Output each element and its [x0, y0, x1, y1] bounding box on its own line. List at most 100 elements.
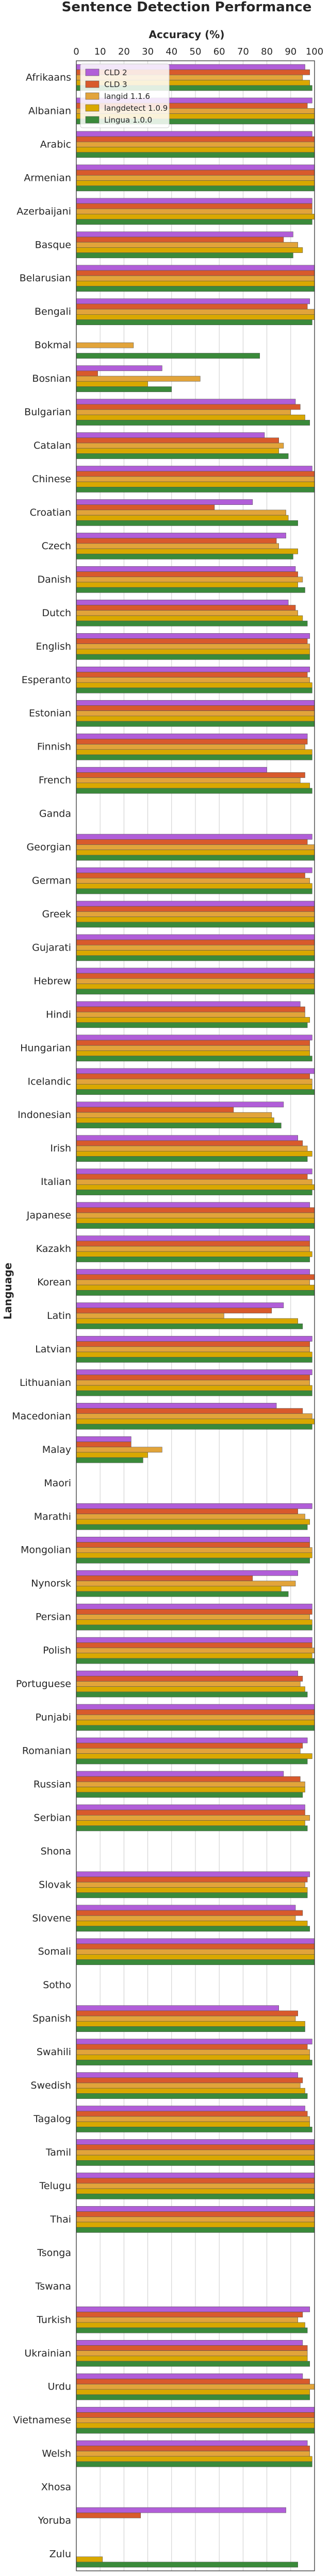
bar [76, 314, 315, 320]
bar [76, 2173, 315, 2178]
bar [76, 1056, 312, 1062]
bar [76, 1050, 310, 1056]
bar [76, 2440, 308, 2446]
bar [76, 2060, 312, 2065]
bar [76, 1670, 298, 1676]
bar [76, 365, 162, 371]
bar [76, 1825, 308, 1832]
bar [76, 152, 315, 158]
category-label: Swahili [37, 2046, 71, 2058]
bar [76, 1101, 284, 1108]
bar [76, 1452, 148, 1458]
bar [76, 136, 315, 142]
category-label: Spanish [32, 2013, 71, 2024]
category-label: Sotho [43, 1979, 71, 1991]
bar [76, 1609, 312, 1615]
bar [76, 788, 312, 794]
bar [76, 1586, 282, 1592]
legend-label: CLD 3 [104, 80, 127, 89]
bar [76, 376, 201, 382]
bar [76, 1809, 305, 1816]
bar [76, 883, 312, 889]
bar [76, 1959, 315, 1965]
bar [76, 2039, 312, 2045]
bar [76, 170, 315, 176]
bar [76, 1140, 303, 1146]
bar [76, 687, 312, 693]
bar [76, 1715, 315, 1720]
bar [76, 1675, 303, 1682]
bar [76, 587, 305, 593]
bar [76, 2340, 303, 2346]
bar [76, 265, 315, 271]
bar [76, 2139, 315, 2145]
bar [76, 1241, 310, 1247]
category-label: Tsonga [37, 2247, 71, 2259]
bar [76, 2222, 315, 2228]
bar [76, 2155, 315, 2161]
bar [76, 1686, 305, 1692]
bar [76, 1910, 303, 1916]
bar [76, 1704, 315, 1710]
bar [76, 370, 98, 377]
bar [76, 934, 315, 940]
bar [76, 2183, 315, 2189]
bar [76, 1771, 284, 1777]
category-label: Thai [50, 2214, 71, 2225]
bar [76, 1022, 308, 1028]
legend-box [80, 63, 170, 128]
bar [76, 214, 315, 219]
bar [76, 2216, 315, 2223]
bar [76, 610, 298, 616]
category-label: Japanese [26, 1210, 71, 1221]
bar [76, 219, 312, 225]
bar [76, 2394, 310, 2400]
category-label: Nynorsk [31, 1578, 71, 1589]
bar [76, 973, 315, 979]
category-label: Korean [37, 1277, 71, 1288]
bar [76, 984, 315, 989]
category-label: Estonian [29, 708, 71, 719]
bar [76, 978, 315, 984]
bar [76, 1341, 310, 1347]
bar [76, 1557, 310, 1564]
bar [76, 2384, 315, 2390]
bar [76, 414, 305, 420]
x-axis-label: Accuracy (%) [149, 28, 225, 41]
bar [76, 2317, 298, 2323]
bar [76, 733, 308, 739]
bar [76, 1753, 312, 1759]
bar [76, 1324, 303, 1329]
bar [76, 515, 289, 521]
legend-swatch [85, 116, 100, 124]
bar [76, 922, 315, 928]
category-label: Polish [43, 1645, 71, 1656]
bar [76, 270, 315, 276]
bar [76, 2160, 315, 2166]
bar [76, 1084, 312, 1090]
category-label: Armenian [24, 172, 71, 183]
bar [76, 1892, 308, 1899]
bar [76, 203, 312, 209]
bar [76, 1619, 312, 1625]
bar [76, 247, 303, 253]
bar [76, 2093, 308, 2099]
bar [76, 1926, 310, 1932]
bar [76, 1552, 312, 1558]
category-label: Malay [42, 1444, 71, 1455]
bar [76, 1413, 312, 1419]
legend-label: langdetect 1.0.9 [104, 104, 168, 113]
category-label: Chinese [32, 473, 71, 485]
bar [76, 901, 315, 907]
category-label: Hungarian [20, 1042, 71, 1054]
category-label: Arabic [40, 139, 71, 150]
bar [76, 710, 315, 717]
bar [76, 955, 315, 961]
bar [76, 499, 253, 505]
bar [76, 1202, 310, 1208]
category-label: Hebrew [34, 975, 71, 987]
bar [76, 420, 310, 426]
bar [76, 1948, 315, 1955]
bar [76, 1385, 312, 1391]
category-label: Georgian [26, 842, 71, 853]
